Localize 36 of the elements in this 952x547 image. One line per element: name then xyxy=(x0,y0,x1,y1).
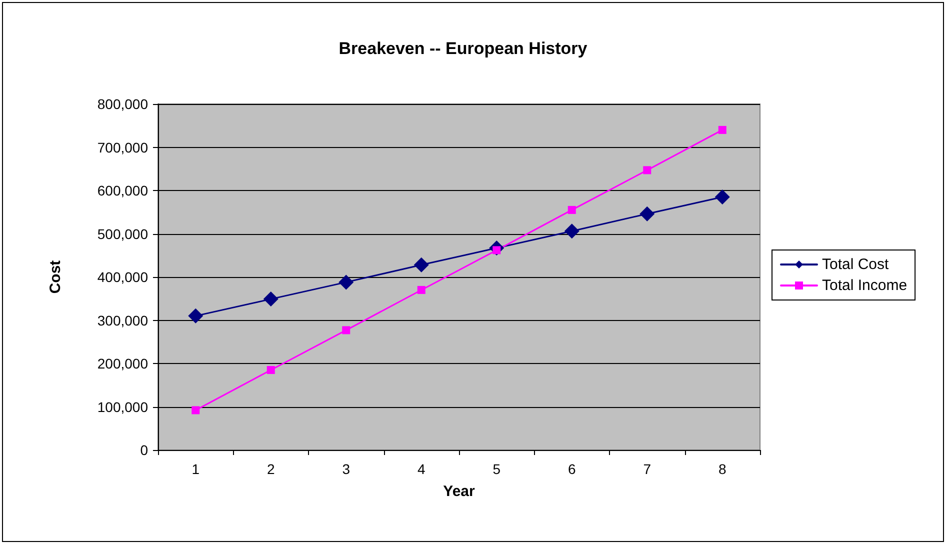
y-tick-label: 300,000 xyxy=(97,312,148,328)
point xyxy=(188,308,204,324)
y-tick-label: 800,000 xyxy=(97,96,148,112)
x-tick-label: 1 xyxy=(192,461,200,477)
x-tick-label: 3 xyxy=(342,461,350,477)
point xyxy=(718,126,726,134)
point xyxy=(714,189,730,204)
point xyxy=(192,406,200,414)
point xyxy=(338,274,354,290)
legend-label: Total Income xyxy=(822,277,908,294)
x-tick-label: 6 xyxy=(568,461,576,477)
legend-label: Total Cost xyxy=(822,256,890,273)
point xyxy=(643,166,652,174)
y-tick-label: 600,000 xyxy=(97,182,148,198)
y-tick-label: 500,000 xyxy=(97,226,148,242)
y-tick-label: 100,000 xyxy=(97,398,148,415)
x-tick-label: 2 xyxy=(266,461,275,477)
x-tick-label: 8 xyxy=(718,461,726,477)
y-axis-title: Cost xyxy=(47,260,64,294)
point xyxy=(640,206,655,222)
x-tick-label: 7 xyxy=(643,461,652,477)
point xyxy=(417,286,426,294)
point xyxy=(342,326,350,334)
x-axis-title: Year xyxy=(443,483,476,500)
y-tick-label: 400,000 xyxy=(97,269,148,285)
chart-title: Breakeven -- European History xyxy=(338,39,588,58)
point xyxy=(414,257,429,272)
point xyxy=(266,366,275,374)
x-tick-label: 4 xyxy=(417,461,426,477)
y-tick-label: 0 xyxy=(140,442,148,458)
point xyxy=(568,206,576,214)
y-tick-label: 200,000 xyxy=(97,356,148,372)
point xyxy=(263,292,278,307)
x-tick-label: 5 xyxy=(492,461,501,477)
y-tick-label: 700,000 xyxy=(97,139,148,156)
point xyxy=(564,224,580,239)
